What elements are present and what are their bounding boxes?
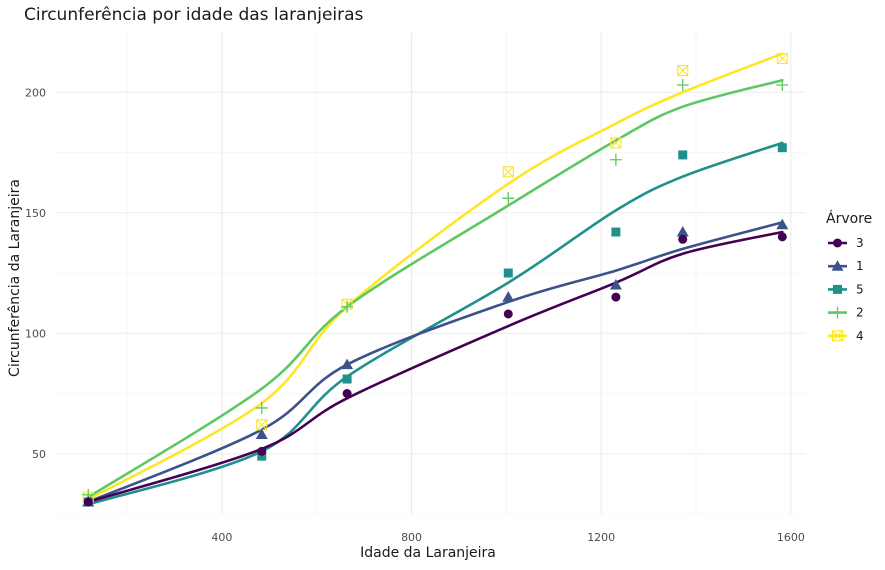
point-arvore-1 [676, 226, 689, 237]
legend-key-shape-3 [833, 238, 842, 248]
point-arvore-4 [256, 419, 268, 431]
legend-label-2: 2 [856, 306, 864, 320]
point-arvore-2 [502, 192, 515, 205]
legend-title: Árvore [826, 210, 872, 227]
legend-label-3: 3 [856, 236, 864, 250]
y-tick-labels: 50 100 150 200 [25, 86, 46, 461]
point-arvore-3 [678, 234, 688, 244]
x-tick-label: 400 [211, 531, 232, 544]
x-tick-label: 800 [401, 531, 422, 544]
point-arvore-4 [502, 166, 514, 178]
grid [56, 31, 806, 515]
point-arvore-1 [255, 428, 268, 439]
point-arvore-5 [611, 227, 621, 237]
point-arvore-5 [678, 150, 688, 160]
point-arvore-5 [342, 374, 352, 384]
point-arvore-3 [503, 309, 513, 319]
smooth-lines [86, 52, 784, 506]
smooth-line-arvore-3 [86, 230, 784, 504]
smooth-line-arvore-4 [86, 52, 784, 501]
point-arvore-2 [341, 300, 354, 313]
point-arvore-2 [776, 79, 789, 92]
legend-label-5: 5 [856, 282, 864, 296]
y-tick-label: 150 [25, 207, 46, 220]
legend-key-shape-1 [831, 260, 844, 271]
legend-key-shape-4 [831, 330, 844, 342]
legend-label-4: 4 [856, 329, 864, 343]
chart-title: Circunferência por idade das laranjeiras [24, 5, 364, 25]
point-arvore-3 [257, 446, 267, 456]
point-arvore-5 [503, 268, 513, 278]
point-arvore-1 [776, 218, 789, 230]
y-tick-label: 50 [32, 448, 46, 461]
point-arvore-3 [83, 497, 93, 507]
x-tick-labels: 400 800 1200 1600 [211, 531, 804, 544]
point-arvore-5 [257, 451, 267, 461]
point-arvore-1 [502, 291, 515, 302]
point-arvore-4 [610, 137, 622, 149]
x-axis-title: Idade da Laranjeira [360, 545, 496, 561]
y-axis-title: Circunferência da Laranjeira [7, 179, 23, 377]
point-arvore-5 [777, 143, 787, 153]
smooth-line-arvore-1 [86, 221, 784, 504]
point-arvore-1 [341, 358, 354, 370]
point-arvore-2 [676, 79, 689, 92]
point-arvore-4 [776, 52, 788, 65]
data-points [82, 52, 789, 507]
point-arvore-2 [255, 401, 268, 414]
smooth-line-arvore-5 [86, 141, 784, 506]
point-arvore-3 [342, 389, 352, 398]
point-arvore-4 [677, 65, 689, 77]
point-arvore-3 [777, 232, 787, 242]
point-arvore-1 [609, 279, 622, 290]
legend: Árvore 3 1 5 2 4 [826, 210, 872, 343]
point-arvore-3 [611, 292, 621, 302]
legend-key-shape-2 [831, 306, 844, 319]
y-tick-label: 200 [25, 86, 46, 99]
point-arvore-2 [609, 153, 622, 166]
smooth-line-arvore-2 [86, 78, 784, 499]
y-tick-label: 100 [25, 327, 46, 340]
legend-key-shape-5 [833, 284, 842, 294]
x-tick-label: 1200 [587, 531, 615, 544]
legend-label-1: 1 [856, 259, 864, 273]
x-tick-label: 1600 [777, 531, 805, 544]
